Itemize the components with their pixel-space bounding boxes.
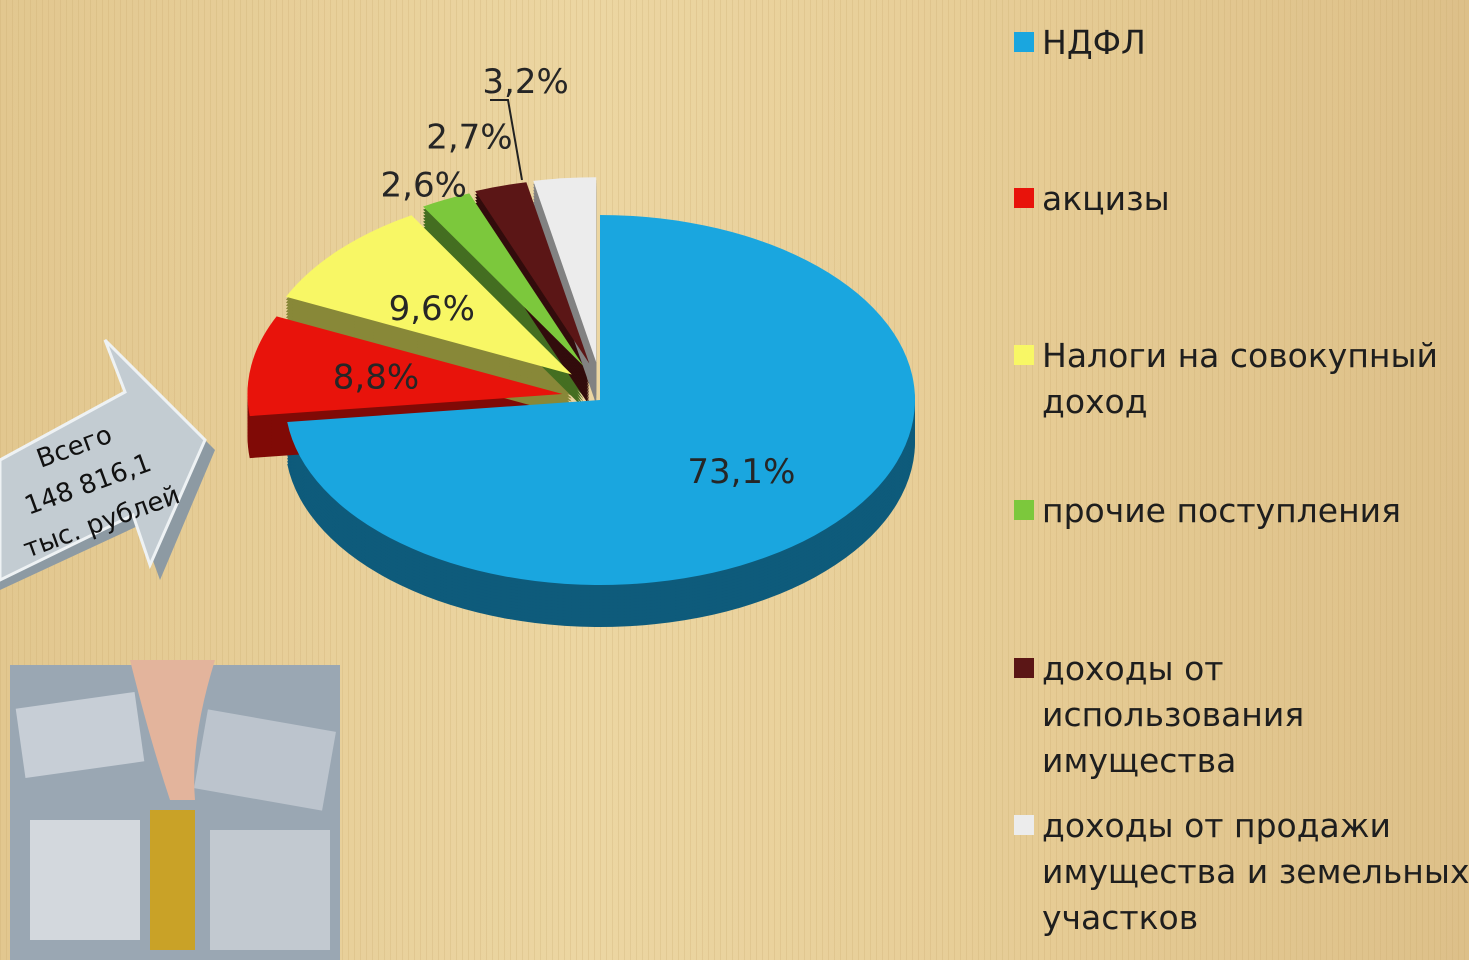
legend-entry: Налоги на совокупный доход bbox=[1012, 333, 1469, 425]
data-label: 8,8% bbox=[333, 358, 419, 398]
legend-entry: прочие поступления bbox=[1012, 488, 1469, 534]
legend-entry: НДФЛ bbox=[1012, 20, 1469, 66]
legend-swatch bbox=[1014, 32, 1034, 52]
legend-swatch bbox=[1014, 815, 1034, 835]
legend-entry: акцизы bbox=[1012, 176, 1469, 222]
data-label: 2,7% bbox=[426, 118, 512, 158]
legend-label: Налоги на совокупный доход bbox=[1042, 336, 1438, 421]
legend-label: акцизы bbox=[1042, 179, 1170, 218]
legend-swatch bbox=[1014, 658, 1034, 678]
legend-label: НДФЛ bbox=[1042, 23, 1146, 62]
data-label: 9,6% bbox=[389, 289, 475, 329]
legend-swatch bbox=[1014, 188, 1034, 208]
legend-swatch bbox=[1014, 345, 1034, 365]
legend-swatch bbox=[1014, 500, 1034, 520]
data-label: 3,2% bbox=[482, 62, 568, 102]
legend-label: доходы от использования имущества bbox=[1042, 649, 1304, 780]
data-label: 2,6% bbox=[381, 166, 467, 206]
slide: Всего148 816,1тыс. рублей 73,1%8,8%9,6%2… bbox=[0, 0, 1469, 960]
legend-entry: доходы от использования имущества bbox=[1012, 646, 1469, 784]
legend-label: прочие поступления bbox=[1042, 491, 1401, 530]
photo bbox=[10, 660, 340, 960]
legend-label: доходы от продажи имущества и земельных … bbox=[1042, 806, 1469, 937]
legend-entry: доходы от продажи имущества и земельных … bbox=[1012, 803, 1469, 941]
data-label: 73,1% bbox=[687, 452, 795, 492]
